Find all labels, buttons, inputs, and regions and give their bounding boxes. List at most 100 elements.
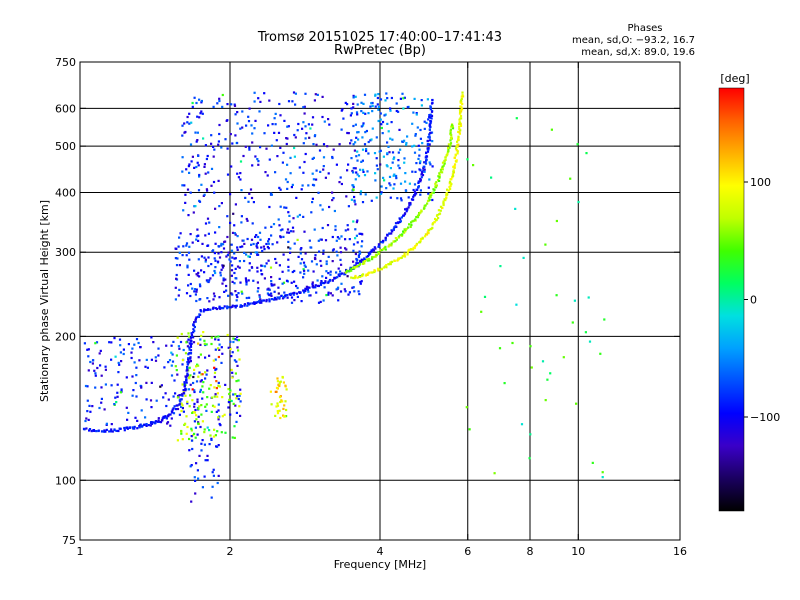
scatter-point (181, 404, 184, 407)
scatter-point (234, 290, 237, 293)
scatter-point (254, 251, 257, 254)
scatter-point (189, 233, 192, 236)
scatter-point (210, 410, 213, 413)
trace-point (321, 281, 324, 285)
scatter-point (211, 404, 215, 407)
trace-point (403, 255, 407, 258)
scatter-point (180, 405, 183, 408)
trace-point (194, 317, 197, 320)
scatter-point (181, 184, 184, 187)
trace-point (229, 306, 232, 309)
scatter-point (278, 409, 281, 412)
scatter-point (208, 221, 211, 224)
trace-point (414, 245, 417, 248)
scatter-point (413, 151, 417, 154)
scatter-point (405, 142, 408, 145)
scatter-point (198, 173, 201, 177)
scatter-point (296, 129, 299, 132)
scatter-point (110, 341, 113, 344)
scatter-point (431, 140, 434, 143)
scatter-point (352, 143, 355, 146)
scatter-point (187, 273, 190, 276)
scatter-point (354, 178, 357, 181)
trace-point (314, 284, 317, 287)
scatter-point (340, 109, 343, 112)
scatter-point (239, 388, 242, 391)
scatter-point (403, 96, 406, 99)
scatter-point (189, 294, 192, 298)
scatter-point (239, 281, 242, 284)
scatter-point (352, 106, 355, 109)
trace-point (278, 297, 281, 300)
scatter-point (276, 380, 279, 383)
scatter-point (120, 388, 123, 391)
scatter-point (304, 125, 307, 128)
trace-point (304, 289, 307, 292)
scatter-point (196, 274, 199, 277)
scatter-point (188, 112, 191, 115)
scatter-point (174, 286, 177, 289)
scatter-point (298, 166, 301, 169)
scatter-point (203, 271, 206, 274)
scatter-point (104, 383, 107, 386)
y-tick-label: 750 (55, 56, 76, 69)
scatter-point (377, 105, 380, 108)
scatter-point (184, 193, 187, 196)
scatter-point (194, 436, 197, 439)
trace-point (430, 110, 434, 113)
trace-point (355, 262, 358, 265)
scatter-point (359, 251, 362, 254)
scatter-point (304, 252, 307, 255)
scatter-point (326, 145, 329, 148)
scatter-point (200, 99, 203, 103)
scatter-point (203, 163, 206, 166)
trace-point (167, 415, 170, 418)
trace-point (425, 155, 428, 158)
trace-point (447, 189, 450, 192)
trace-point (352, 276, 355, 280)
scatter-point (213, 395, 216, 398)
trace-point (372, 249, 376, 252)
scatter-point (356, 103, 359, 106)
trace-point (185, 379, 188, 382)
scatter-point (352, 260, 355, 263)
scatter-point (206, 280, 209, 283)
scatter-point (209, 434, 212, 437)
scatter-point (282, 235, 285, 238)
trace-point (424, 204, 427, 207)
scatter-point (338, 274, 341, 278)
scatter-point (150, 358, 153, 361)
scatter-point (194, 426, 197, 429)
trace-point (183, 381, 186, 384)
scatter-point (184, 394, 187, 397)
scatter-point (130, 351, 133, 354)
scatter-point (226, 215, 229, 218)
scatter-point (584, 331, 587, 334)
scatter-point (315, 169, 318, 172)
scatter-point (290, 281, 293, 284)
scatter-point (236, 339, 239, 342)
scatter-point (166, 422, 169, 425)
scatter-point (256, 266, 259, 269)
scatter-point (331, 156, 334, 160)
scatter-point (210, 134, 213, 137)
trace-point (362, 260, 365, 263)
scatter-point (173, 379, 176, 382)
scatter-point (230, 269, 234, 272)
scatter-point (302, 106, 305, 109)
scatter-point (132, 389, 135, 392)
scatter-point (286, 163, 289, 166)
trace-point (152, 421, 155, 424)
trace-point (189, 356, 192, 359)
scatter-point (178, 251, 181, 254)
scatter-point (193, 411, 196, 414)
trace-point (441, 171, 444, 174)
trace-point (434, 217, 437, 221)
scatter-point (380, 191, 383, 194)
trace-point (460, 99, 463, 102)
scatter-point (299, 271, 302, 274)
scatter-point (529, 433, 532, 436)
scatter-point (199, 353, 202, 356)
scatter-point (231, 371, 234, 374)
trace-point (460, 100, 463, 104)
